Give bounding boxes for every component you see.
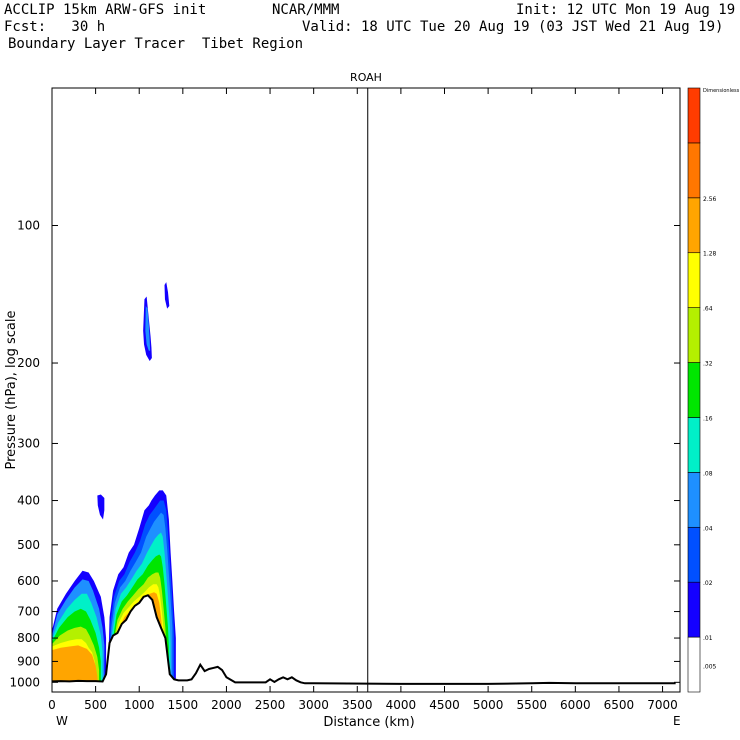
colorbar-segment bbox=[687, 472, 701, 528]
x-tick-label: 0 bbox=[48, 698, 56, 712]
x-tick-label: 1000 bbox=[124, 698, 155, 712]
x-axis-label: Distance (km) bbox=[323, 715, 414, 730]
colorbar-segment bbox=[687, 362, 701, 418]
x-end-label-east: E bbox=[673, 714, 681, 728]
x-tick-label: 6500 bbox=[604, 698, 635, 712]
colorbar-level-label: .08 bbox=[703, 470, 713, 477]
x-tick-label: 3500 bbox=[342, 698, 373, 712]
colorbar-level-label: .04 bbox=[703, 525, 713, 532]
colorbar-segment bbox=[687, 581, 701, 638]
tracer-band-0.01 bbox=[97, 494, 105, 520]
colorbar-level-label: .64 bbox=[703, 306, 713, 313]
colorbar-unit-label: Dimensionless bbox=[703, 88, 740, 94]
colorbar-level-label: .32 bbox=[703, 361, 713, 368]
x-end-label-west: W bbox=[56, 714, 68, 728]
y-tick-label: 1000 bbox=[9, 675, 40, 689]
plot-frame bbox=[51, 87, 681, 693]
header-line1-left: ACCLIP 15km ARW-GFS init bbox=[4, 2, 207, 18]
header-line2-right: Valid: 18 UTC Tue 20 Aug 19 (03 JST Wed … bbox=[302, 19, 724, 35]
colorbar-level-label: .16 bbox=[703, 415, 713, 422]
header-line3-left: Boundary Layer Tracer Tibet Region bbox=[8, 36, 304, 52]
y-tick-label: 900 bbox=[17, 654, 40, 668]
header-line2-left: Fcst: 30 h bbox=[4, 19, 106, 35]
x-tick-label: 4000 bbox=[386, 698, 417, 712]
colorbar-level-label: .02 bbox=[703, 580, 713, 587]
y-tick-label: 400 bbox=[17, 494, 40, 508]
chart-title: ROAH bbox=[350, 71, 382, 84]
y-axis-label: Pressure (hPa), log scale bbox=[4, 311, 19, 470]
tracer-band-0.04 bbox=[145, 305, 151, 351]
x-tick-label: 500 bbox=[84, 698, 107, 712]
tracer-band-1.28 bbox=[52, 645, 107, 691]
x-tick-label: 6000 bbox=[560, 698, 591, 712]
colorbar-level-label: .005 bbox=[703, 664, 717, 671]
colorbar-segment bbox=[687, 307, 701, 363]
colorbar-segment bbox=[687, 417, 701, 473]
colorbar-segment bbox=[687, 87, 701, 144]
colorbar-level-label: 2.56 bbox=[703, 196, 717, 203]
colorbar-segment bbox=[687, 252, 701, 308]
y-tick-label: 700 bbox=[17, 605, 40, 619]
x-tick-label: 7000 bbox=[647, 698, 678, 712]
x-tick-label: 2000 bbox=[211, 698, 242, 712]
x-tick-label: 4500 bbox=[429, 698, 460, 712]
terrain-mask bbox=[52, 595, 676, 692]
y-tick-label: 500 bbox=[17, 538, 40, 552]
colorbar-level-label: 1.28 bbox=[703, 251, 717, 258]
colorbar-level-label: .01 bbox=[703, 635, 713, 642]
header-line1-right: Init: 12 UTC Mon 19 Aug 19 bbox=[516, 2, 736, 18]
x-tick-label: 5000 bbox=[473, 698, 504, 712]
colorbar-segment bbox=[687, 526, 701, 583]
y-tick-label: 800 bbox=[17, 631, 40, 645]
colorbar-segment bbox=[687, 197, 701, 254]
header-line1-center: NCAR/MMM bbox=[272, 2, 340, 18]
x-tick-label: 5500 bbox=[516, 698, 547, 712]
x-tick-label: 1500 bbox=[168, 698, 199, 712]
colorbar-segment bbox=[687, 142, 701, 199]
x-tick-label: 3000 bbox=[298, 698, 329, 712]
y-tick-label: 600 bbox=[17, 574, 40, 588]
tracer-band-0.01 bbox=[164, 282, 170, 309]
x-tick-label: 2500 bbox=[255, 698, 286, 712]
y-tick-label: 200 bbox=[17, 356, 40, 370]
colorbar-segment bbox=[687, 636, 701, 693]
y-tick-label: 300 bbox=[17, 436, 40, 450]
y-tick-label: 100 bbox=[17, 219, 40, 233]
terrain-line bbox=[52, 594, 676, 685]
